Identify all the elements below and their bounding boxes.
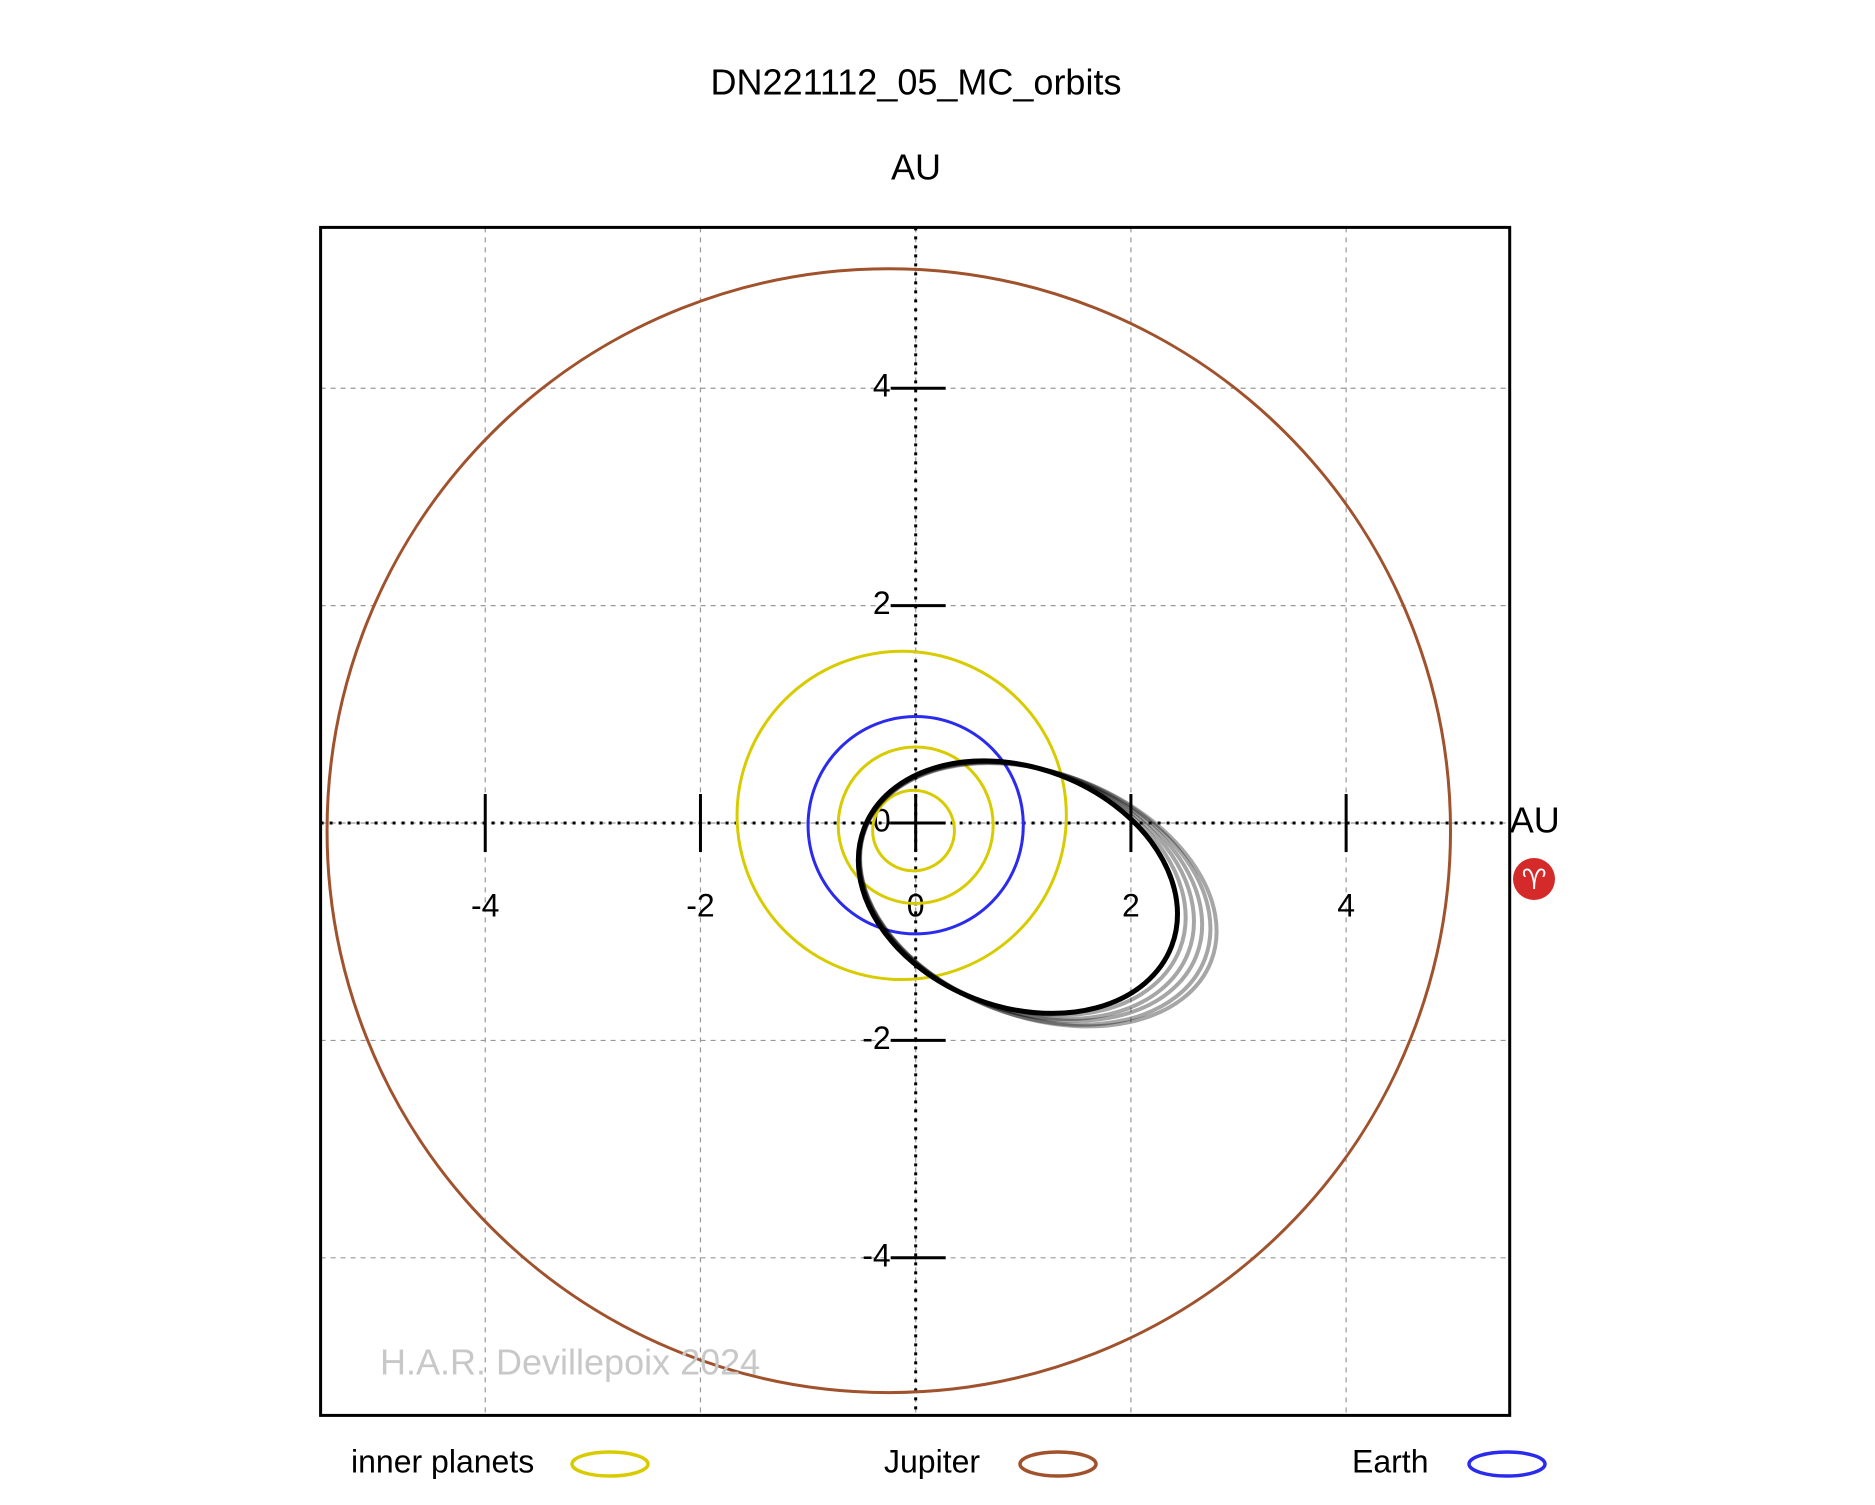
x-tick-label: -4: [471, 887, 499, 923]
orbit: [871, 788, 956, 873]
chart-title: DN221112_05_MC_orbits: [711, 62, 1122, 103]
y-axis-label: AU: [891, 147, 941, 188]
orbit: [857, 759, 1196, 1022]
x-axis-label: AU: [1510, 800, 1560, 841]
direction-marker: [1513, 858, 1555, 900]
orbit: [857, 760, 1213, 1027]
legend-swatch: [570, 1450, 650, 1478]
x-tick-label: -2: [686, 887, 714, 923]
y-tick-label: -4: [862, 1237, 890, 1273]
legend-swatch: [1467, 1450, 1547, 1478]
orbit: [857, 760, 1205, 1023]
orbit: [806, 715, 1025, 936]
y-tick-label: -2: [862, 1020, 890, 1056]
x-tick-label: 2: [1122, 887, 1140, 923]
direction-symbol: ♈: [1521, 863, 1546, 896]
watermark: H.A.R. Devillepoix 2024: [380, 1342, 760, 1383]
legend-label: Jupiter: [884, 1443, 980, 1479]
orbit: [855, 758, 1180, 1016]
plot-frame: [319, 225, 1512, 1417]
legend-label: Earth: [1352, 1443, 1428, 1479]
legend-swatch: [1018, 1450, 1098, 1478]
orbit: [325, 267, 1453, 1395]
y-tick-label: 2: [873, 585, 891, 621]
orbit: [856, 759, 1188, 1018]
x-tick-label: 0: [907, 887, 925, 923]
orbit: [858, 761, 1219, 1029]
orbit: [735, 649, 1068, 982]
x-tick-label: 4: [1337, 887, 1355, 923]
y-tick-label: 4: [873, 368, 891, 404]
orbit: [836, 745, 995, 905]
legend-label: inner planets: [351, 1443, 534, 1479]
